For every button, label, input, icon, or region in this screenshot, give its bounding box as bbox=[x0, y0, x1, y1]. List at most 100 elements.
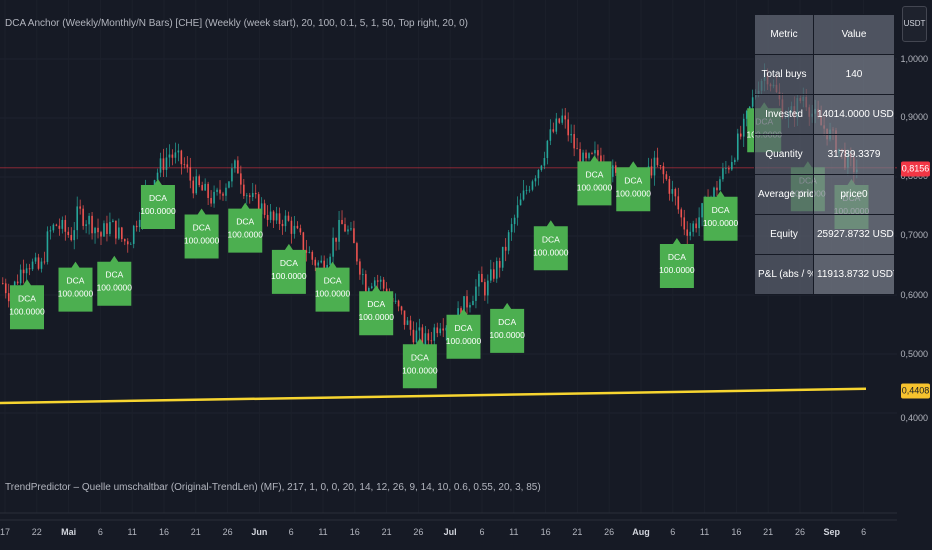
candle-body bbox=[549, 129, 552, 141]
dca-label-text: DCA bbox=[149, 193, 167, 203]
time-label: 21 bbox=[381, 527, 392, 537]
candle-body bbox=[284, 215, 287, 227]
dca-label: DCA 100.0000 bbox=[315, 261, 351, 312]
candle-body bbox=[254, 193, 257, 195]
price-tick: 0,7000 bbox=[900, 230, 928, 240]
time-axis[interactable]: 17 22 Mai 6 11 16 21 26 Jun 6 11 16 21 26 Jul 6 11 16 21 26… bbox=[0, 520, 897, 550]
candle-body bbox=[490, 269, 492, 281]
candle-body bbox=[293, 225, 296, 234]
candle-body bbox=[129, 243, 132, 245]
candle-body bbox=[347, 229, 349, 232]
time-label: 6 bbox=[861, 527, 867, 537]
candle-body bbox=[466, 296, 468, 308]
candle-body bbox=[504, 246, 507, 251]
dca-label-text: 100.0000 bbox=[58, 289, 94, 299]
candle-body bbox=[537, 170, 540, 179]
candle-body bbox=[582, 152, 584, 167]
value-cell: 140 bbox=[813, 54, 895, 95]
candle-body bbox=[736, 133, 739, 160]
candle-body bbox=[278, 213, 281, 224]
candle-body bbox=[97, 227, 99, 233]
candle-body bbox=[281, 223, 284, 227]
dca-label-text: DCA bbox=[236, 217, 254, 227]
candle-body bbox=[734, 159, 736, 163]
candle-body bbox=[612, 165, 614, 177]
candle-body bbox=[472, 300, 474, 306]
price-tick: 0,9000 bbox=[900, 112, 928, 122]
currency-badge[interactable]: USDT bbox=[902, 6, 927, 42]
candle-body bbox=[225, 187, 227, 196]
dca-label-box bbox=[659, 238, 694, 288]
candle-body bbox=[31, 261, 34, 270]
candle-body bbox=[263, 203, 266, 215]
dca-label-text: 100.0000 bbox=[402, 365, 438, 375]
candle-body bbox=[692, 223, 694, 232]
candle-body bbox=[564, 115, 567, 120]
candle-body bbox=[594, 150, 596, 154]
dca-label-box bbox=[228, 202, 263, 253]
time-label-month: Sep bbox=[823, 527, 841, 537]
dca-label-text: 100.0000 bbox=[533, 247, 569, 257]
time-label-month: Jul bbox=[443, 527, 457, 537]
metric-cell: Average price bbox=[754, 174, 814, 215]
candle-body bbox=[317, 262, 320, 266]
dca-label-text: DCA bbox=[498, 317, 516, 327]
candle-body bbox=[558, 118, 561, 123]
dca-label-text: DCA bbox=[668, 252, 686, 262]
candle-body bbox=[356, 243, 358, 262]
time-label: 6 bbox=[97, 527, 103, 537]
table-row: Total buys 140 bbox=[754, 54, 895, 95]
candle-body bbox=[28, 268, 31, 270]
candle-body bbox=[671, 189, 674, 194]
candle-body bbox=[382, 279, 385, 289]
candle-body bbox=[52, 224, 55, 231]
dca-label-box bbox=[359, 285, 394, 336]
candle-body bbox=[552, 129, 555, 132]
candle-body bbox=[103, 223, 105, 237]
candle-body bbox=[362, 274, 364, 275]
dca-label: DCA 100.0000 bbox=[97, 255, 132, 306]
price-axis[interactable]: 1,0000 0,9000 0,8000 0,7000 0,6000 0,500… bbox=[897, 0, 932, 550]
candle-body bbox=[534, 178, 537, 182]
time-label: 11 bbox=[127, 527, 137, 537]
candle-body bbox=[400, 306, 403, 311]
metrics-table: Metric Value Total buys 140 Invested 140… bbox=[754, 14, 895, 295]
candle-body bbox=[305, 250, 308, 253]
indicator2-title[interactable]: TrendPredictor – Quelle umschaltbar (Ori… bbox=[5, 482, 541, 493]
time-label: 26 bbox=[413, 527, 424, 537]
candle-body bbox=[156, 172, 159, 181]
candle-body bbox=[713, 187, 715, 199]
candle-body bbox=[106, 223, 108, 234]
candle-body bbox=[171, 154, 174, 158]
candle-body bbox=[109, 221, 111, 234]
dca-label: DCA 100.0000 bbox=[577, 155, 612, 206]
candle-body bbox=[251, 193, 254, 197]
candle-body bbox=[436, 327, 439, 334]
time-label: 16 bbox=[158, 527, 170, 537]
time-label: 21 bbox=[763, 527, 774, 537]
candle-body bbox=[418, 327, 421, 331]
value-cell: 11913.8732 USDT (0.85%) bbox=[813, 254, 895, 295]
candle-body bbox=[192, 180, 195, 194]
dca-label: DCA 100.0000 bbox=[402, 338, 438, 389]
candle-body bbox=[412, 329, 415, 343]
dca-label-text: DCA bbox=[367, 299, 385, 309]
candle-body bbox=[430, 340, 433, 342]
table-row: Invested 14014.0000 USDT bbox=[754, 94, 895, 135]
candle-body bbox=[510, 224, 513, 233]
candle-body bbox=[240, 173, 242, 185]
time-label: 16 bbox=[731, 527, 742, 537]
dca-label-text: 100.0000 bbox=[703, 218, 739, 228]
candle-body bbox=[314, 259, 317, 266]
table-row: Average price price0 bbox=[754, 174, 895, 215]
candle-body bbox=[76, 206, 78, 231]
dca-label: DCA 100.0000 bbox=[358, 285, 394, 336]
candle-body bbox=[597, 150, 599, 156]
candle-body bbox=[516, 205, 519, 218]
candle-body bbox=[234, 160, 236, 169]
dca-label-text: 100.0000 bbox=[659, 265, 695, 275]
time-label: 21 bbox=[572, 527, 583, 537]
indicator-title[interactable]: DCA Anchor (Weekly/Monthly/N Bars) [CHE]… bbox=[5, 18, 468, 29]
candle-body bbox=[433, 327, 436, 341]
